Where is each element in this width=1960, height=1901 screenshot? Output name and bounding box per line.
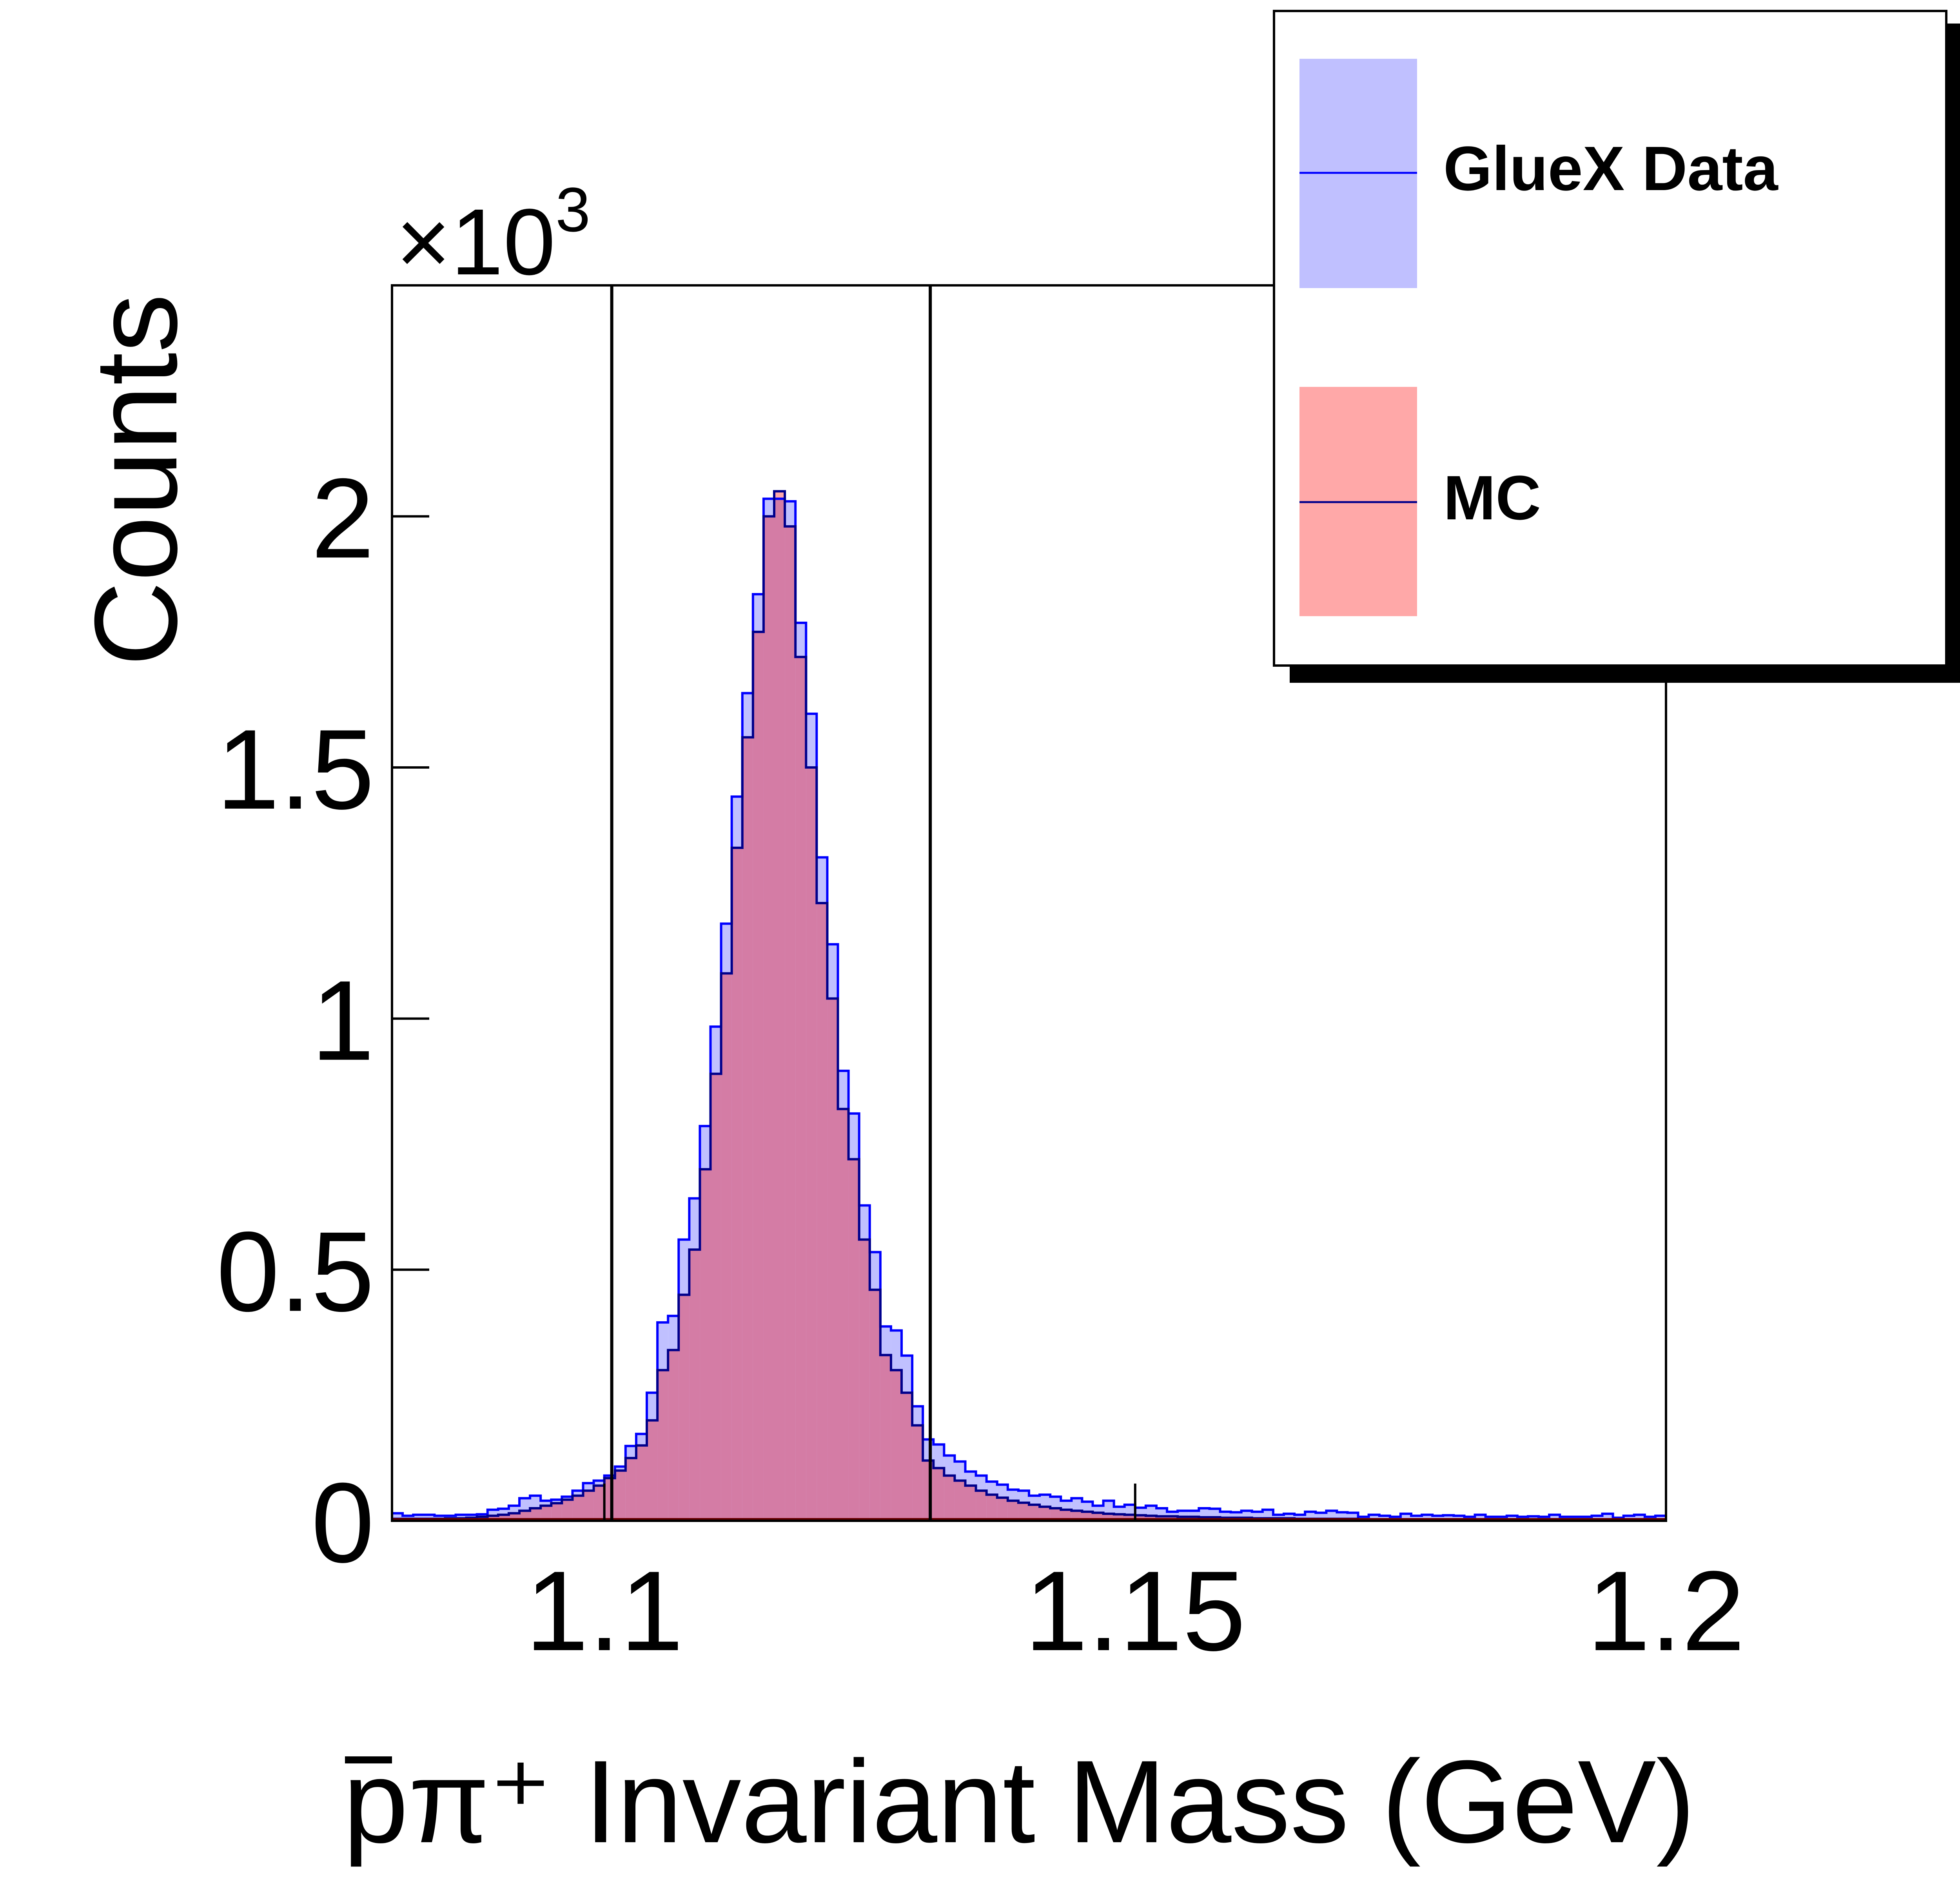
overlap-bin (679, 1295, 690, 1521)
overlap-bin (710, 1074, 721, 1521)
overlap-bin (838, 1109, 849, 1521)
y-axis-label: Counts (70, 294, 201, 666)
y-tick-label: 2 (311, 455, 374, 582)
overlap-bin (625, 1458, 636, 1521)
overlap-bin (785, 526, 796, 1521)
y-tick-label: 1 (311, 957, 374, 1084)
overlap-bin (593, 1486, 604, 1521)
legend-label-mc: MC (1443, 463, 1541, 533)
y-multiplier-exponent: 3 (555, 174, 590, 245)
legend: GlueX Data MC (1273, 10, 1960, 683)
overlap-bin (986, 1495, 997, 1521)
x-label-particle: p (343, 1736, 408, 1868)
overlap-bin (562, 1500, 573, 1521)
legend-label-gluex-data: GlueX Data (1443, 133, 1779, 203)
overlap-bin (923, 1460, 934, 1521)
overlap-bin (721, 973, 732, 1521)
y-tick-label: 1.5 (216, 706, 374, 833)
overlap-bin (742, 737, 753, 1521)
overlap-bin (817, 903, 828, 1521)
x-label-rest: π⁺ Invariant Mass (GeV) (408, 1736, 1695, 1868)
x-tick-label: 1.15 (1025, 1547, 1246, 1674)
overlap-bin (551, 1503, 562, 1521)
cut-lines (610, 285, 932, 1521)
y-tick-label: 0 (311, 1459, 374, 1586)
overlap-bin (753, 632, 764, 1521)
overlap-bin (731, 848, 742, 1521)
overlap-bin (1007, 1500, 1018, 1521)
y-tick-label: 0.5 (216, 1208, 374, 1335)
overlap-bin (912, 1425, 923, 1521)
x-tick-labels: 1.1 1.15 1.2 (525, 1547, 1745, 1674)
overlap-region (392, 499, 1666, 1521)
plot-frame (391, 284, 1667, 1522)
overlap-bin (795, 657, 806, 1521)
overlap-bin (976, 1491, 987, 1521)
overlap-bin (700, 1169, 711, 1521)
overlap-bin (933, 1468, 944, 1521)
overlap-bin (965, 1486, 976, 1521)
overlap-bin (583, 1491, 594, 1521)
x-tick-label: 1.2 (1587, 1547, 1745, 1674)
y-multiplier: ×103 (396, 174, 590, 294)
overlap-bin (902, 1393, 913, 1521)
x-axis-label: pπ⁺ Invariant Mass (GeV) (343, 1736, 1695, 1868)
overlap-bin (1018, 1502, 1029, 1521)
svg-text:pπ⁺ Invariant Mass (GeV): pπ⁺ Invariant Mass (GeV) (343, 1736, 1695, 1868)
overlap-bin (615, 1470, 626, 1521)
overlap-bin (774, 499, 785, 1521)
legend-item-gluex-data: GlueX Data (1299, 59, 1779, 288)
overlap-bin (806, 767, 817, 1521)
overlap-bin (572, 1495, 583, 1521)
overlap-bin (997, 1498, 1008, 1521)
overlap-bin (955, 1480, 965, 1521)
axis-ticks (392, 515, 1667, 1522)
overlap-bin (880, 1355, 891, 1521)
overlap-bin (604, 1478, 615, 1521)
overlap-bin (657, 1370, 668, 1521)
overlap-bin (827, 998, 838, 1521)
overlap-bin (689, 1250, 700, 1521)
overlap-bin (859, 1239, 870, 1521)
overlap-bin (647, 1420, 658, 1521)
y-tick-labels: 0 0.5 1 1.5 2 (216, 455, 374, 1586)
overlap-bin (848, 1159, 859, 1521)
overlap-bin (944, 1475, 955, 1521)
overlap-bin (668, 1350, 679, 1521)
overlap-bin (891, 1370, 902, 1521)
legend-item-mc: MC (1299, 387, 1541, 616)
overlap-bin (763, 516, 774, 1521)
overlap-bin (636, 1445, 647, 1521)
x-tick-label: 1.1 (525, 1547, 683, 1674)
overlap-bin (869, 1290, 880, 1521)
